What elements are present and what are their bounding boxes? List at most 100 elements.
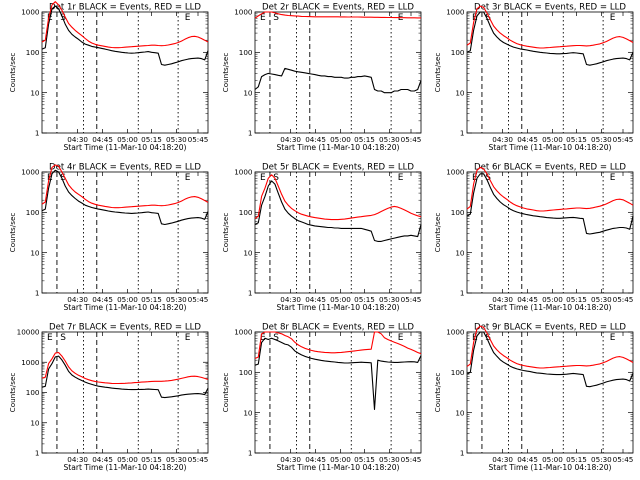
series-events-line: [41, 355, 209, 399]
x-tick-label: 04:45: [92, 135, 113, 144]
event-marker-E: E: [610, 333, 616, 343]
x-tick-label: 04:45: [517, 295, 538, 304]
x-tick-label: 04:45: [517, 135, 538, 144]
plot-frame: [466, 171, 634, 294]
series-lld-line: [41, 1, 209, 49]
y-tick-label: 10: [243, 248, 253, 257]
series-events-line: [254, 180, 422, 242]
y-tick-label: 10: [455, 408, 465, 417]
x-tick-label: 05:45: [188, 295, 209, 304]
y-tick-label: 1000: [446, 168, 465, 177]
x-tick-label: 05:00: [117, 455, 138, 464]
event-marker-S: S: [485, 333, 491, 343]
series-events-line: [41, 169, 209, 226]
y-axis-label: Counts/sec: [433, 373, 442, 413]
panel-title: Det 5r BLACK = Events, RED = LLD: [262, 163, 414, 173]
panel-det-7: Det 7r BLACK = Events, RED = LLD 1 10 100 10…: [8, 323, 209, 472]
x-tick-label: 05:30: [379, 295, 400, 304]
x-tick-label: 04:30: [492, 295, 513, 304]
x-tick-label: 04:30: [280, 135, 301, 144]
event-marker-E: E: [260, 333, 266, 343]
event-marker-E: E: [185, 333, 191, 343]
x-tick-label: 04:30: [67, 295, 88, 304]
x-tick-label: 04:45: [517, 455, 538, 464]
panel-det-9: Det 9r BLACK = Events, RED = LLD 1 10 100 10…: [433, 323, 634, 472]
plot-frame: [254, 171, 422, 294]
x-tick-label: 05:30: [379, 455, 400, 464]
panel-det-3: Det 3r BLACK = Events, RED = LLD 1 10 100 10…: [433, 3, 634, 152]
x-tick-label: 05:00: [117, 135, 138, 144]
y-tick-label: 1: [460, 129, 465, 138]
x-tick-label: 05:00: [117, 295, 138, 304]
x-tick-label: 05:30: [166, 295, 187, 304]
y-tick-label: 1: [460, 289, 465, 298]
x-axis-label: Start Time (11-Mar-10 04:18:20): [276, 303, 399, 312]
y-tick-label: 1000: [21, 8, 40, 17]
y-tick-label: 1: [35, 289, 40, 298]
y-tick-label: 100: [239, 208, 253, 217]
x-tick-label: 04:30: [280, 295, 301, 304]
y-tick-label: 100: [26, 48, 40, 57]
x-axis-label: Start Time (11-Mar-10 04:18:20): [63, 463, 186, 472]
panel-title: Det 9r BLACK = Events, RED = LLD: [474, 323, 626, 333]
y-tick-label: 1000: [234, 8, 253, 17]
event-marker-E: E: [260, 13, 266, 23]
x-tick-label: 04:45: [305, 455, 326, 464]
x-axis-label: Start Time (11-Mar-10 04:18:20): [276, 463, 399, 472]
series-lld-line: [41, 351, 209, 385]
y-tick-label: 100: [239, 48, 253, 57]
plot-frame: [466, 331, 634, 454]
x-axis-label: Start Time (11-Mar-10 04:18:20): [276, 143, 399, 152]
x-tick-label: 05:30: [591, 455, 612, 464]
series-lld-line: [466, 5, 634, 49]
event-marker-E: E: [185, 173, 191, 183]
y-tick-label: 1000: [446, 8, 465, 17]
y-tick-label: 1: [248, 129, 253, 138]
x-tick-label: 05:45: [401, 135, 422, 144]
x-tick-label: 05:45: [613, 295, 634, 304]
series-lld-line: [41, 164, 209, 209]
y-tick-label: 100: [451, 208, 465, 217]
y-tick-label: 1: [460, 449, 465, 458]
series-lld-line: [254, 11, 421, 19]
panel-title: Det 8r BLACK = Events, RED = LLD: [262, 323, 414, 333]
panel-title: Det 7r BLACK = Events, RED = LLD: [49, 323, 201, 333]
panel-title: Det 3r BLACK = Events, RED = LLD: [474, 3, 626, 13]
x-tick-label: 04:30: [492, 455, 513, 464]
panel-title: Det 6r BLACK = Events, RED = LLD: [474, 163, 626, 173]
x-tick-label: 05:00: [330, 455, 351, 464]
y-axis-label: Counts/sec: [221, 213, 230, 253]
series-events-line: [466, 331, 634, 388]
x-tick-label: 05:15: [354, 295, 375, 304]
y-tick-label: 1000: [234, 168, 253, 177]
x-tick-label: 05:15: [141, 135, 162, 144]
panel-title: Det 1r BLACK = Events, RED = LLD: [49, 3, 201, 13]
x-axis-label: Start Time (11-Mar-10 04:18:20): [488, 463, 611, 472]
y-tick-label: 1000: [21, 358, 40, 367]
y-axis-label: Counts/sec: [433, 213, 442, 253]
y-tick-label: 1: [248, 449, 253, 458]
series-events-line: [254, 67, 422, 94]
x-axis-label: Start Time (11-Mar-10 04:18:20): [63, 143, 186, 152]
event-marker-S: S: [485, 173, 491, 183]
event-marker-E: E: [610, 173, 616, 183]
x-tick-label: 04:45: [305, 295, 326, 304]
y-axis-label: Counts/sec: [221, 53, 230, 93]
series-events-line: [466, 173, 634, 235]
x-tick-label: 05:45: [613, 135, 634, 144]
series-lld-line: [254, 331, 422, 360]
y-tick-label: 1000: [446, 328, 465, 337]
x-axis-label: Start Time (11-Mar-10 04:18:20): [488, 303, 611, 312]
x-tick-label: 05:00: [330, 135, 351, 144]
y-tick-label: 1000: [21, 168, 40, 177]
x-tick-label: 05:15: [141, 295, 162, 304]
y-axis-label: Counts/sec: [221, 373, 230, 413]
y-tick-label: 100: [451, 368, 465, 377]
event-marker-S: S: [60, 333, 66, 343]
x-tick-label: 05:15: [566, 295, 587, 304]
x-tick-label: 05:45: [613, 455, 634, 464]
event-marker-E: E: [47, 333, 53, 343]
x-tick-label: 05:45: [188, 135, 209, 144]
event-marker-E: E: [260, 173, 266, 183]
x-tick-label: 04:30: [67, 135, 88, 144]
